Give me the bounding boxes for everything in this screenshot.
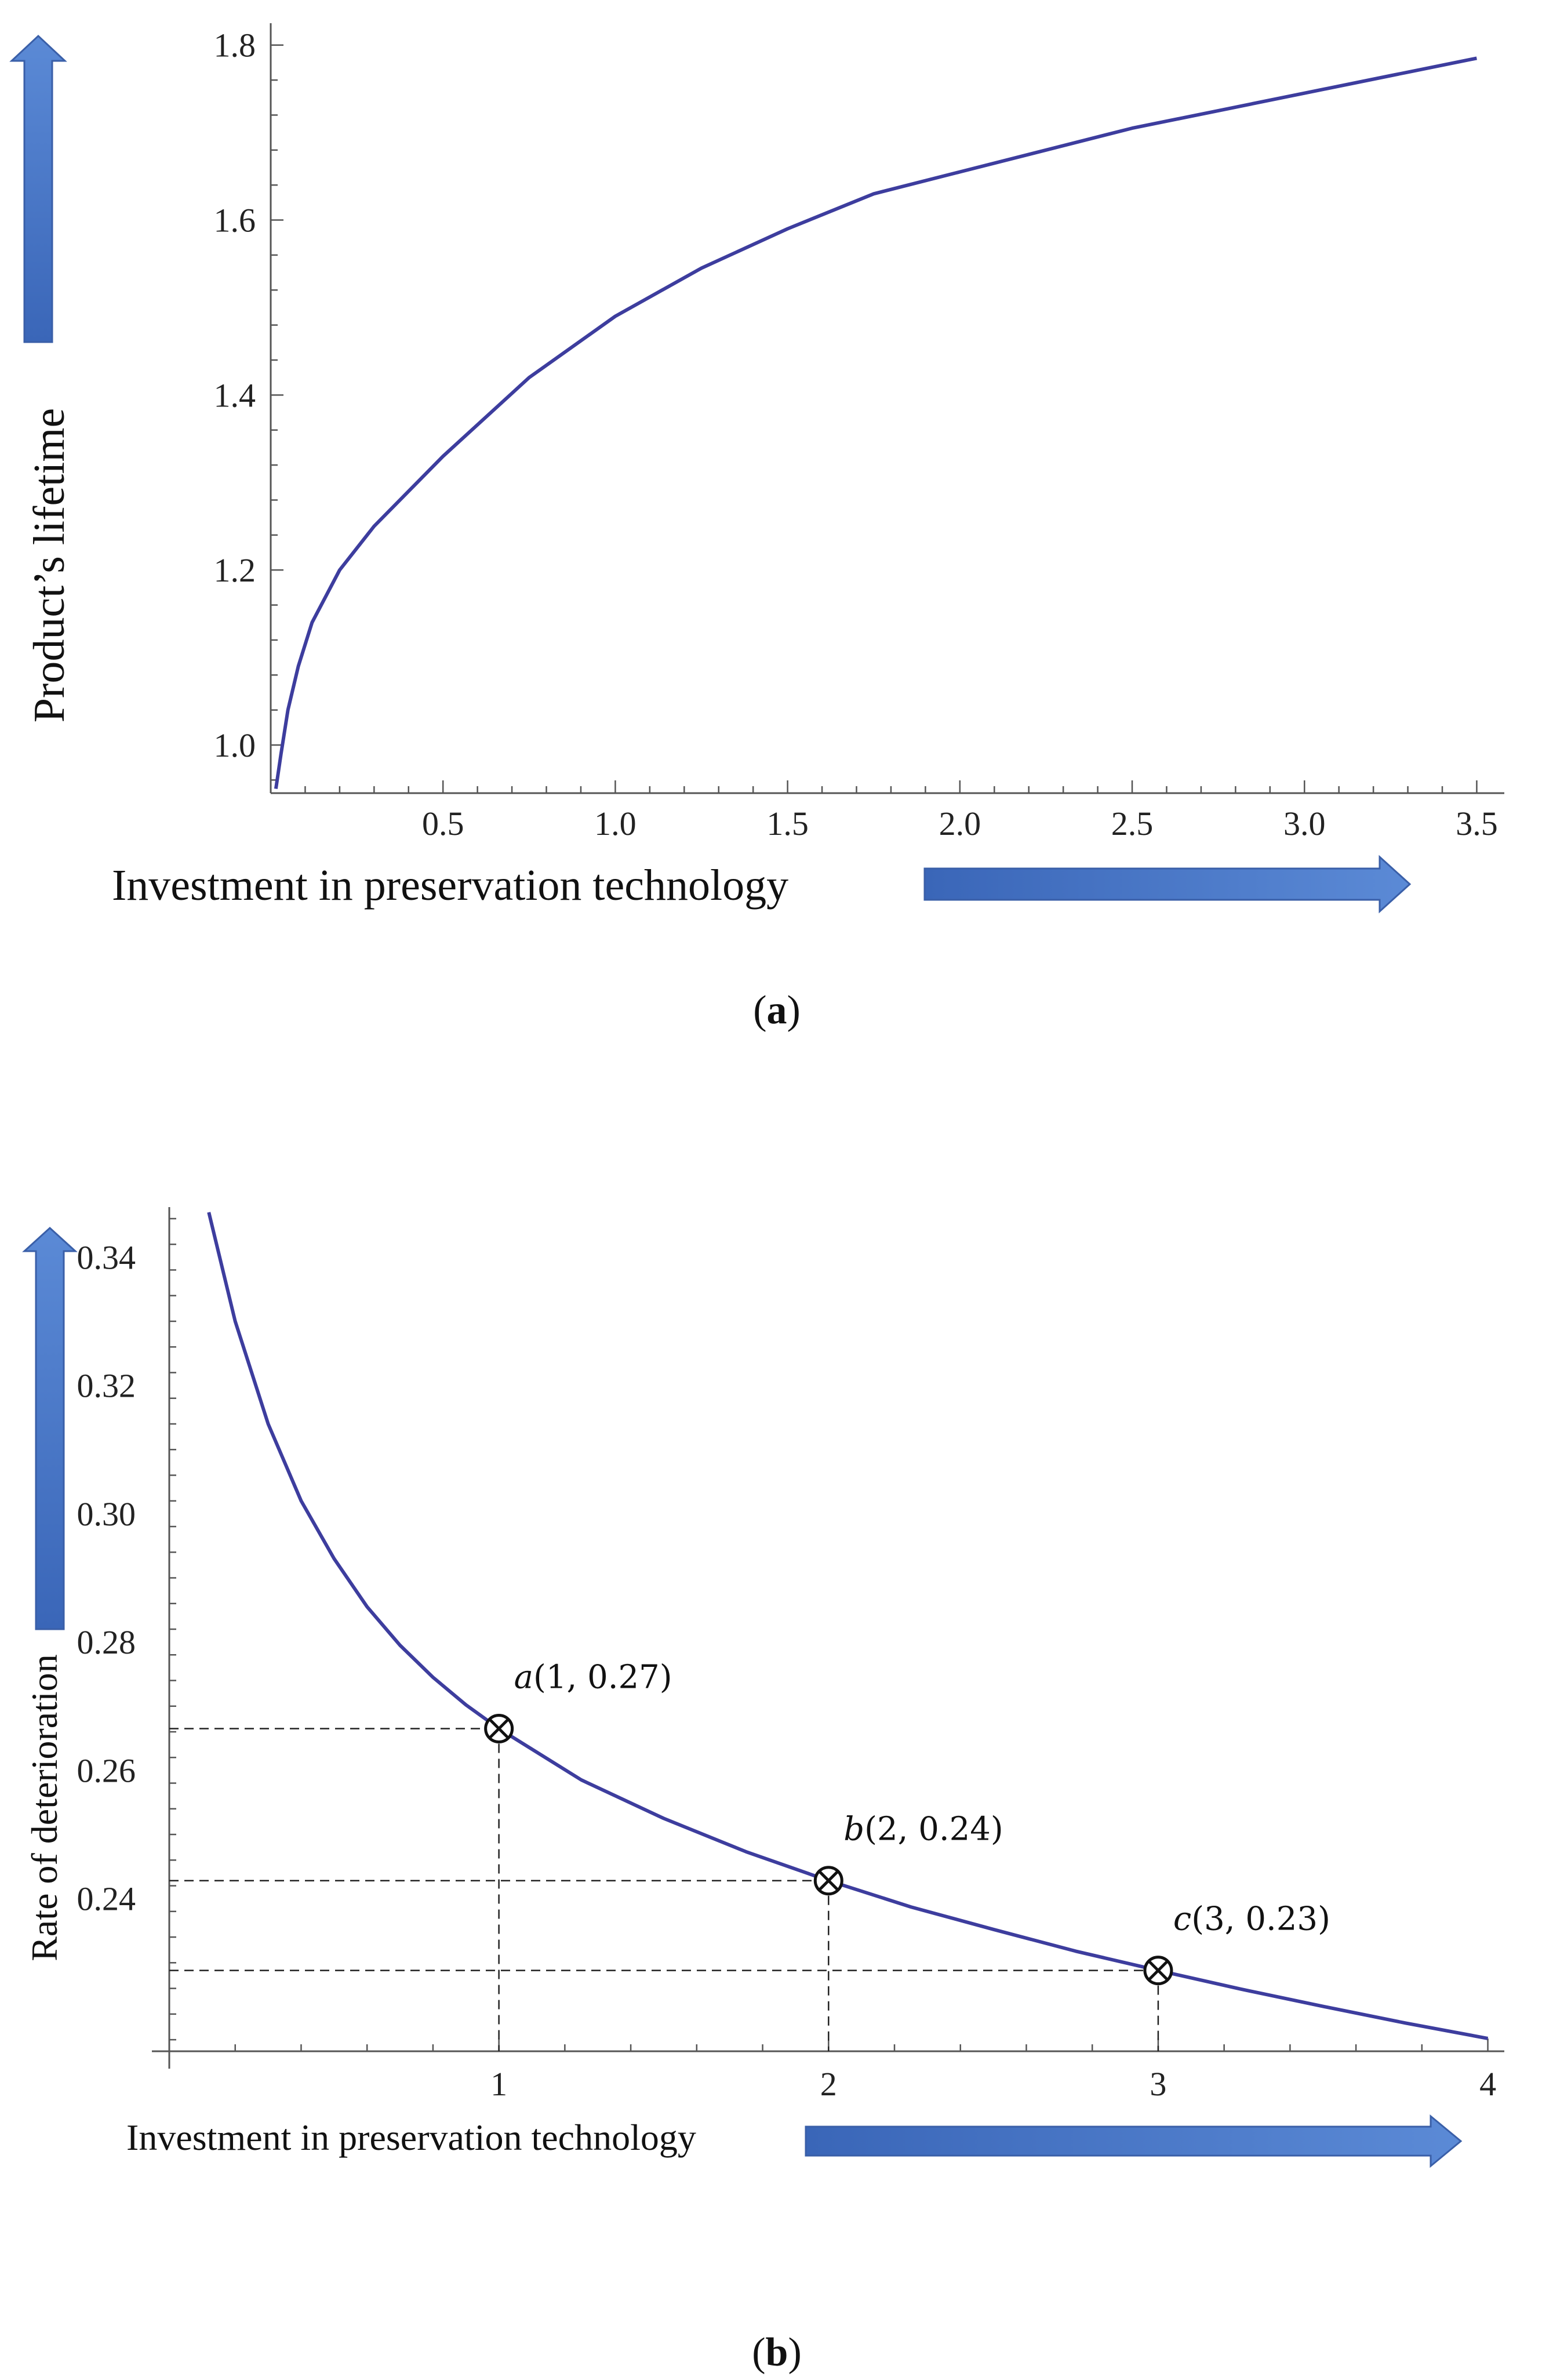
panel-b-axes: 1 2 3 4 0.24 0.26 0.28 0.30 0.32 0.34 — [77, 1207, 1504, 2103]
panel-b-points: a(1, 0.27) b(2, 0.24) c(3, 0.23) — [484, 1658, 1330, 1986]
panel-a-up-arrow-icon — [9, 34, 67, 343]
point-a-label: a(1, 0.27) — [514, 1658, 672, 1696]
panel-b-x-tick-label: 4 — [1479, 2065, 1496, 2103]
point-marker-cross — [1148, 1960, 1169, 1981]
point-a-coords: (1, 0.27) — [533, 1658, 672, 1696]
panel-a-caption: (a) — [753, 988, 801, 1033]
panel-a-axes: 0.5 1.0 1.5 2.0 2.5 3.0 3.5 1.0 1.2 1.4 1.6 1.8 — [214, 23, 1504, 842]
panel-a-x-tick-label: 2.0 — [939, 805, 981, 842]
point-a-letter: a — [514, 1658, 533, 1696]
panel-b-caption: (b) — [752, 2330, 802, 2375]
point-b-letter: b — [843, 1811, 864, 1848]
point-marker-cross — [818, 1870, 839, 1891]
point-marker-cross — [488, 1718, 510, 1739]
panel-b-xlabel: Investment in preservation technology — [126, 2117, 696, 2158]
panel-b: 1 2 3 4 0.24 0.26 0.28 0.30 0.32 0.34 a(1, 0.27) b… — [22, 1207, 1504, 2375]
panel-b-y-tick-label: 0.30 — [77, 1495, 136, 1533]
panel-a: 0.5 1.0 1.5 2.0 2.5 3.0 3.5 1.0 1.2 1.4 1.6 1.8 Inv… — [9, 23, 1504, 1033]
panel-a-x-tick-label: 0.5 — [422, 805, 464, 842]
panel-a-right-arrow-icon — [923, 855, 1412, 914]
panel-a-curve — [274, 56, 1477, 789]
panel-a-xlabel: Investment in preservation technology — [112, 861, 788, 910]
panel-a-x-tick-label: 3.0 — [1283, 805, 1326, 842]
point-c-coords: (3, 0.23) — [1191, 1901, 1330, 1938]
panel-b-y-tick-label: 0.24 — [77, 1880, 136, 1918]
panel-b-x-tick-label: 3 — [1150, 2065, 1166, 2103]
panel-b-y-tick-label: 0.34 — [77, 1238, 136, 1276]
panel-a-ylabel: Product’s lifetime — [25, 408, 74, 722]
panel-a-x-tick-label: 2.5 — [1111, 805, 1154, 842]
panel-a-y-tick-label: 1.2 — [214, 551, 256, 589]
panel-a-y-tick-label: 1.8 — [214, 27, 256, 64]
panel-b-right-arrow-icon — [805, 2114, 1463, 2168]
panel-b-y-tick-label: 0.32 — [77, 1367, 136, 1405]
point-c-letter: c — [1173, 1901, 1191, 1938]
point-b-coords: (2, 0.24) — [864, 1811, 1003, 1848]
point-c-label: c(3, 0.23) — [1173, 1901, 1330, 1938]
panel-b-y-tick-label: 0.28 — [77, 1623, 136, 1661]
point-b-marker-icon — [813, 1866, 843, 1896]
panel-b-y-tick-label: 0.26 — [77, 1752, 136, 1789]
panel-a-x-tick-label: 3.5 — [1456, 805, 1498, 842]
point-b-label: b(2, 0.24) — [843, 1811, 1003, 1848]
panel-a-x-tick-label: 1.5 — [766, 805, 809, 842]
point-c-marker-icon — [1143, 1956, 1173, 1986]
point-a-marker-icon — [484, 1713, 514, 1743]
panel-a-y-tick-label: 1.0 — [214, 726, 256, 764]
panel-b-guides — [169, 1728, 1159, 2051]
panel-b-x-tick-label: 1 — [490, 2065, 507, 2103]
panel-a-x-tick-label: 1.0 — [594, 805, 637, 842]
panel-b-curve — [207, 1212, 1489, 2040]
panel-b-x-tick-label: 2 — [820, 2065, 837, 2103]
panel-a-y-tick-label: 1.6 — [214, 202, 256, 239]
panel-b-up-arrow-icon — [22, 1226, 78, 1630]
panel-b-ylabel: Rate of deterioration — [24, 1654, 65, 1961]
panel-a-y-tick-label: 1.4 — [214, 376, 256, 414]
